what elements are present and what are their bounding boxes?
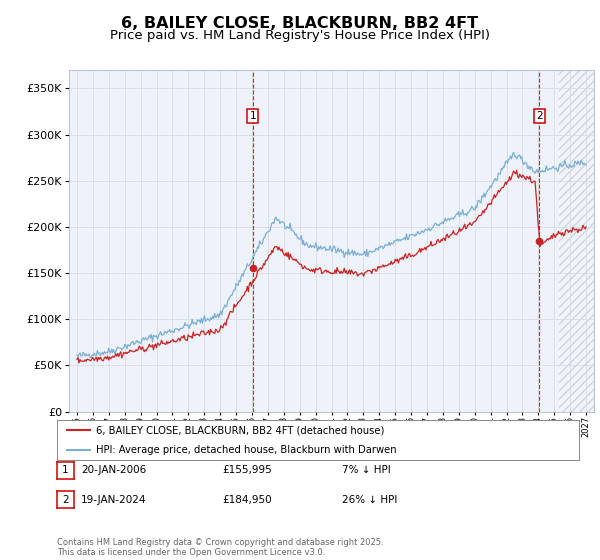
Text: 19-JAN-2024: 19-JAN-2024 bbox=[81, 494, 146, 505]
Text: Price paid vs. HM Land Registry's House Price Index (HPI): Price paid vs. HM Land Registry's House … bbox=[110, 29, 490, 41]
Text: 1: 1 bbox=[250, 111, 256, 121]
Text: £184,950: £184,950 bbox=[222, 494, 272, 505]
Text: 6, BAILEY CLOSE, BLACKBURN, BB2 4FT: 6, BAILEY CLOSE, BLACKBURN, BB2 4FT bbox=[121, 16, 479, 31]
Bar bbox=[559, 70, 594, 412]
Text: 7% ↓ HPI: 7% ↓ HPI bbox=[342, 465, 391, 475]
Text: HPI: Average price, detached house, Blackburn with Darwen: HPI: Average price, detached house, Blac… bbox=[96, 445, 397, 455]
Text: Contains HM Land Registry data © Crown copyright and database right 2025.
This d: Contains HM Land Registry data © Crown c… bbox=[57, 538, 383, 557]
Text: £155,995: £155,995 bbox=[222, 465, 272, 475]
Text: 6, BAILEY CLOSE, BLACKBURN, BB2 4FT (detached house): 6, BAILEY CLOSE, BLACKBURN, BB2 4FT (det… bbox=[96, 425, 385, 435]
Bar bbox=[559, 70, 594, 412]
Text: 20-JAN-2006: 20-JAN-2006 bbox=[81, 465, 146, 475]
Text: 2: 2 bbox=[62, 494, 69, 505]
Text: 26% ↓ HPI: 26% ↓ HPI bbox=[342, 494, 397, 505]
Text: 2: 2 bbox=[536, 111, 542, 121]
Text: 1: 1 bbox=[62, 465, 69, 475]
